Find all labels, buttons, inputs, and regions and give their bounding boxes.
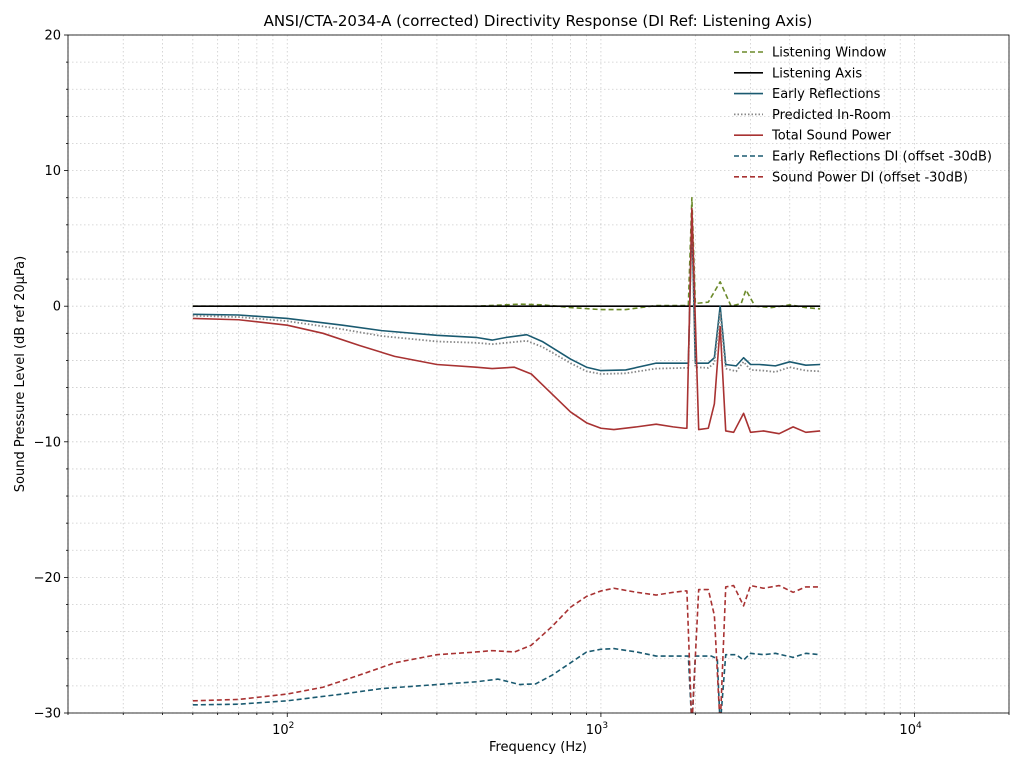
legend-label: Predicted In-Room [772,108,891,123]
y-tick-label: 0 [53,300,61,315]
x-axis-label: Frequency (Hz) [489,740,587,755]
x-tick-labels: 102 103 104 [272,721,922,738]
chart-title: ANSI/CTA-2034-A (corrected) Directivity … [264,12,813,30]
legend-label: Total Sound Power [771,129,892,144]
y-axis-label: Sound Pressure Level (dB ref 20μPa) [13,256,28,492]
y-tick-labels: 20 10 0 −10 −20 −30 [34,29,61,722]
series-line-5 [192,647,821,713]
legend-label: Sound Power DI (offset -30dB) [772,170,968,185]
legend-label: Listening Window [772,46,887,61]
y-tick-label: 20 [44,29,61,44]
series-line-6 [192,584,821,713]
series-line-4 [192,207,821,435]
legend: Listening Window Listening Axis Early Refl… [734,46,992,185]
legend-label: Early Reflections DI (offset -30dB) [772,150,992,165]
x-tick-label: 104 [899,721,922,738]
y-tick-label: −10 [34,435,61,450]
plot-frame [67,34,1010,714]
x-tick-label: 103 [586,721,608,738]
x-tick-label: 102 [272,721,294,738]
legend-label: Listening Axis [772,66,862,81]
series-line-3 [192,215,821,375]
series-line-2 [192,217,821,372]
y-tick-label: −30 [34,707,61,722]
y-tick-label: −20 [34,571,61,586]
legend-label: Early Reflections [772,87,881,102]
y-tick-label: 10 [44,164,61,179]
series-group [192,196,821,713]
